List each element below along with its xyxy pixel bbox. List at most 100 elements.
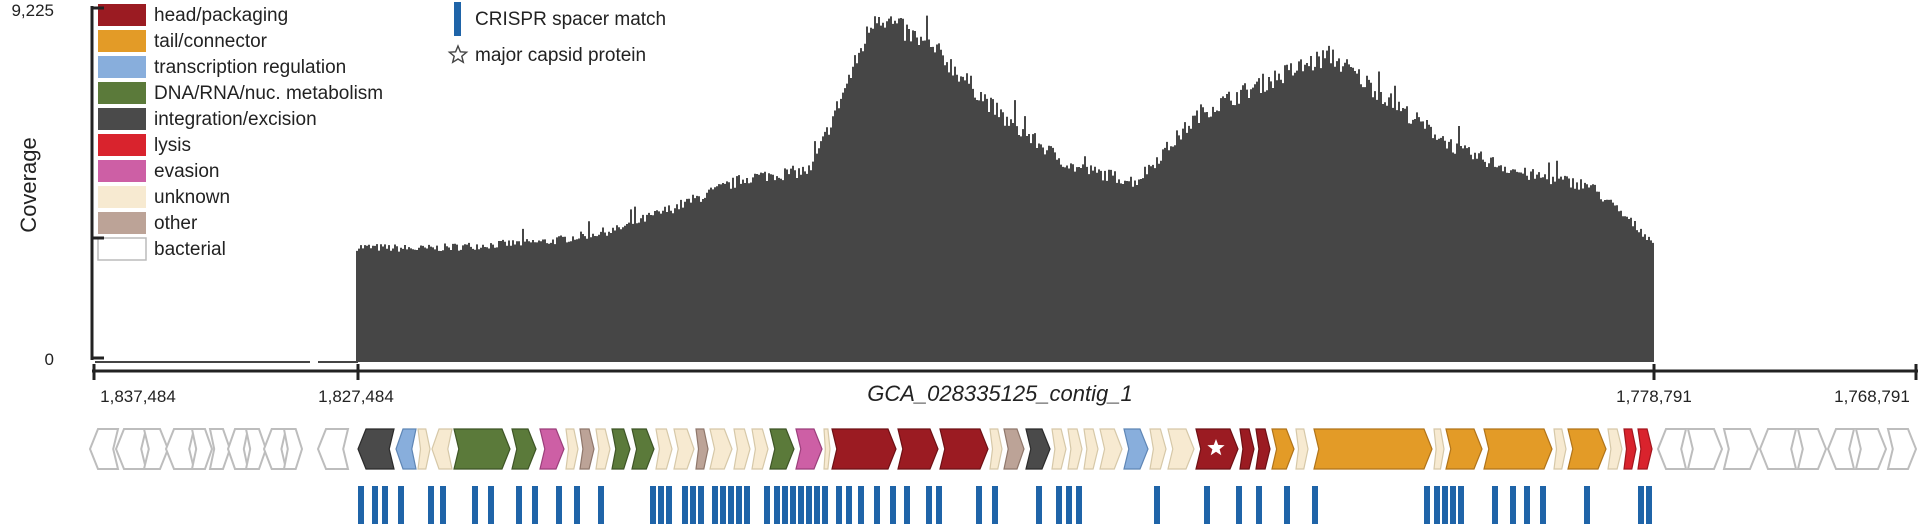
- crispr-match-bar: [976, 486, 982, 524]
- crispr-match-bar: [1076, 486, 1082, 524]
- legend-label-capsid: major capsid protein: [475, 45, 646, 66]
- crispr-match-bar: [532, 486, 538, 524]
- gene-bacterial: [1854, 428, 1888, 470]
- crispr-match-bar: [574, 486, 580, 524]
- gene-unknown: [1553, 428, 1567, 470]
- legend-label-dna: DNA/RNA/nuc. metabolism: [154, 83, 383, 104]
- gene-unknown: [565, 428, 579, 470]
- gene-bacterial: [164, 428, 196, 470]
- crispr-match-bar: [666, 486, 672, 524]
- gene-dna: [769, 428, 795, 470]
- crispr-match-bar: [790, 486, 796, 524]
- crispr-match-bar: [1424, 486, 1430, 524]
- gene-unknown: [823, 428, 831, 470]
- gene-unknown: [673, 428, 695, 470]
- crispr-match-bar: [1036, 486, 1042, 524]
- gene-tail: [1445, 428, 1483, 470]
- coord-label-prophage-start: 1,827,484: [318, 387, 394, 406]
- gene-integ: [357, 428, 395, 470]
- legend-crispr-bar: [454, 2, 461, 36]
- crispr-match-bar: [744, 486, 750, 524]
- gene-unknown: [1295, 428, 1309, 470]
- star-icon: [1207, 439, 1225, 456]
- crispr-match-bar: [890, 486, 896, 524]
- gene-unknown: [595, 428, 611, 470]
- crispr-match-bar: [598, 486, 604, 524]
- crispr-match-bar: [1492, 486, 1498, 524]
- crispr-match-bar: [782, 486, 788, 524]
- gene-unknown: [1167, 428, 1195, 470]
- gene-head: [939, 428, 989, 470]
- crispr-match-bar: [382, 486, 388, 524]
- gene-bacterial: [1656, 428, 1688, 470]
- crispr-match-bar: [1056, 486, 1062, 524]
- gene-unknown: [1607, 428, 1623, 470]
- crispr-match-bar: [1066, 486, 1072, 524]
- gene-bacterial: [262, 428, 288, 470]
- crispr-match-bar: [358, 486, 364, 524]
- crispr-match-bar: [814, 486, 820, 524]
- crispr-match-bar: [992, 486, 998, 524]
- gene-unknown: [655, 428, 673, 470]
- crispr-match-bar: [428, 486, 434, 524]
- gene-unknown: [709, 428, 733, 470]
- crispr-match-bar: [1450, 486, 1456, 524]
- y-axis: 9,225 0 Coverage: [11, 1, 104, 369]
- crispr-match-bar: [720, 486, 726, 524]
- legend: head/packaging tail/connector transcriptio…: [97, 2, 666, 261]
- gene-head: [831, 428, 897, 470]
- legend-swatch-treg: [98, 56, 146, 78]
- gene-lysis: [1623, 428, 1637, 470]
- crispr-match-bar: [1646, 486, 1652, 524]
- crispr-match-bar: [440, 486, 446, 524]
- gene-unknown: [1067, 428, 1083, 470]
- coverage-area: [95, 15, 1654, 363]
- crispr-match-bar: [764, 486, 770, 524]
- legend-swatch-integ: [98, 108, 146, 130]
- gene-tail: [1313, 428, 1433, 470]
- legend-label-crispr: CRISPR spacer match: [475, 9, 666, 30]
- gene-tail: [1567, 428, 1607, 470]
- gene-bacterial: [1886, 428, 1918, 470]
- legend-label-evasion: evasion: [154, 161, 220, 182]
- coverage-histogram: [356, 15, 1654, 362]
- gene-bacterial: [1758, 428, 1798, 470]
- crispr-match-bar: [846, 486, 852, 524]
- gene-bacterial: [244, 428, 268, 470]
- coord-label-left-flank: 1,837,484: [100, 387, 176, 406]
- crispr-match-bar: [904, 486, 910, 524]
- coord-label-right-flank: 1,768,791: [1834, 387, 1910, 406]
- crispr-match-bar: [1524, 486, 1530, 524]
- gene-treg: [395, 428, 417, 470]
- gene-treg: [1123, 428, 1149, 470]
- gene-bacterial: [1826, 428, 1856, 470]
- gene-bacterial: [1722, 428, 1760, 470]
- gene-bacterial: [114, 428, 148, 470]
- crispr-match-bar: [774, 486, 780, 524]
- crispr-match-bar: [874, 486, 880, 524]
- gene-unknown: [989, 428, 1003, 470]
- gene-bacterial: [190, 428, 214, 470]
- gene-bacterial: [1796, 428, 1828, 470]
- crispr-match-bar: [1638, 486, 1644, 524]
- legend-label-head: head/packaging: [154, 5, 288, 26]
- crispr-match-bar: [736, 486, 742, 524]
- gene-integ: [1025, 428, 1051, 470]
- legend-label-unknown: unknown: [154, 187, 230, 208]
- gene-bacterial: [1686, 428, 1724, 470]
- legend-swatch-tail: [98, 30, 146, 52]
- crispr-match-bar: [472, 486, 478, 524]
- legend-swatch-dna: [98, 82, 146, 104]
- crispr-match-bar: [516, 486, 522, 524]
- legend-label-lysis: lysis: [154, 135, 191, 156]
- crispr-match-bar: [698, 486, 704, 524]
- gene-unknown: [1083, 428, 1099, 470]
- legend-label-bacterial: bacterial: [154, 239, 226, 260]
- gene-tail: [1271, 428, 1295, 470]
- crispr-match-bar: [650, 486, 656, 524]
- gene-bacterial: [88, 428, 120, 470]
- gene-tail: [1483, 428, 1553, 470]
- gene-unknown: [1149, 428, 1167, 470]
- crispr-match-bar: [926, 486, 932, 524]
- crispr-match-bar: [1154, 486, 1160, 524]
